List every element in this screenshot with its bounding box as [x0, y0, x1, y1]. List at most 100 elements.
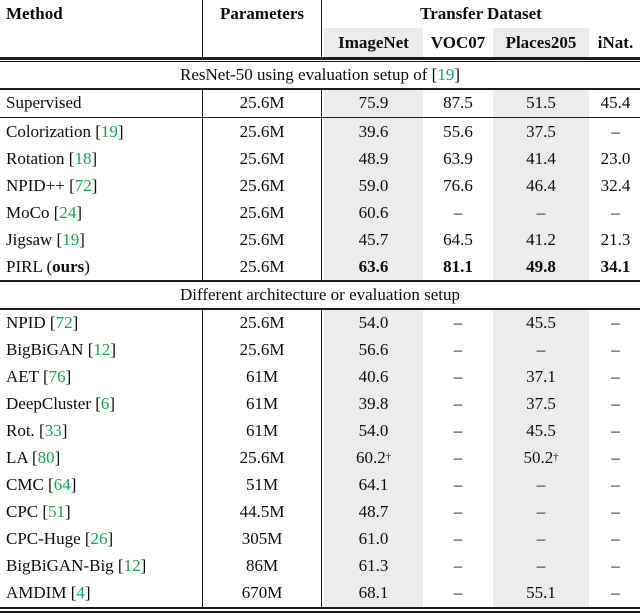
inat-value-cell: – — [611, 121, 620, 141]
table-row: LA [80] 25.6M 60.2 † –50.2 † – — [0, 444, 640, 472]
col-header-method: Method — [0, 0, 203, 28]
text-span: ] — [76, 202, 83, 222]
places205-value-cell: – — [491, 471, 591, 499]
inat-value-cell: – — [611, 475, 620, 494]
inat-value-cell: – — [611, 394, 620, 413]
parameters-cell: 25.6M — [203, 444, 322, 472]
parameters-cell: 25.6M — [203, 118, 322, 145]
method-cell: CPC-Huge [26] — [0, 525, 203, 553]
places205-value-cell: 45.5 — [491, 309, 591, 337]
table-row: Jigsaw [19] 25.6M 45.7 64.5 41.2 21.3 — [0, 226, 640, 253]
text-span: ] — [454, 65, 460, 84]
parameters-cell: 25.6M — [203, 336, 322, 364]
parameters-cell: 86M — [203, 552, 322, 580]
citation-link[interactable]: 24 — [59, 202, 77, 222]
parameters-cell: 61M — [203, 417, 322, 445]
voc07-value-cell: – — [453, 421, 463, 440]
citation-link[interactable]: 18 — [74, 148, 92, 168]
places205-value-cell: 37.1 — [491, 363, 591, 391]
imagenet-value-cell: 48.7 — [322, 498, 425, 526]
imagenet-value-cell: 60.2 † — [322, 444, 425, 472]
text-span: ours — [52, 256, 85, 276]
citation-link[interactable]: 19 — [437, 65, 455, 84]
citation-link[interactable]: 76 — [48, 367, 66, 386]
table-row: Colorization [19] 25.6M 39.6 55.6 37.5– — [0, 118, 640, 145]
voc07-value-cell: – — [453, 475, 463, 494]
text-span: LA [ — [6, 448, 38, 467]
citation-link[interactable]: 72 — [55, 313, 73, 332]
voc07-value-cell: 81.1 — [443, 256, 473, 276]
citation-link[interactable]: 33 — [44, 421, 62, 440]
text-span: Jigsaw [ — [6, 229, 63, 249]
table-row: NPID++ [72] 25.6M 59.0 76.6 46.4 32.4 — [0, 172, 640, 199]
imagenet-value-cell: 68.1 — [322, 579, 425, 607]
table-row: BigBiGAN-Big [12] 86M 61.3– – – — [0, 552, 640, 580]
citation-link[interactable]: 26 — [90, 529, 108, 548]
text-span: ResNet-50 using evaluation setup of [ — [180, 65, 438, 84]
text-span: ] — [117, 121, 124, 141]
imagenet-value-cell: 64.1 — [322, 471, 425, 499]
citation-link[interactable]: 51 — [48, 502, 66, 521]
places205-value-cell: – — [491, 498, 591, 526]
method-cell: AMDIM [4] — [0, 579, 203, 607]
imagenet-value-cell: 59.0 — [322, 172, 425, 199]
text-span: PIRL ( — [6, 256, 53, 276]
imagenet-value-cell: 45.7 — [322, 226, 425, 253]
col-header-imagenet: ImageNet — [322, 28, 425, 57]
citation-link[interactable]: 12 — [123, 556, 141, 575]
imagenet-value-cell: 54.0 — [322, 417, 425, 445]
citation-link[interactable]: 4 — [76, 583, 85, 602]
imagenet-value-cell: 63.6 — [322, 253, 425, 280]
text-span: ] — [54, 448, 61, 467]
text-span: NPID [ — [6, 313, 56, 332]
citation-link[interactable]: 6 — [100, 394, 110, 413]
table-row: Supervised 25.6M 75.9 87.5 51.5 45.4 — [0, 89, 640, 117]
voc07-value-cell: – — [453, 448, 463, 467]
imagenet-value-cell: 48.9 — [322, 145, 425, 172]
table-row: CPC [51] 44.5M 48.7– – – — [0, 498, 640, 526]
citation-link[interactable]: 64 — [53, 475, 71, 494]
table-row: MoCo [24] 25.6M 60.6– – – — [0, 199, 640, 226]
method-cell: MoCo [24] — [0, 199, 203, 226]
inat-value-cell: – — [611, 340, 620, 359]
voc07-value-cell: – — [453, 367, 463, 386]
parameters-cell: 25.6M — [203, 172, 322, 199]
places205-value-cell: 51.5 — [491, 89, 591, 117]
text-span: ] — [65, 367, 72, 386]
places205-value-cell: 37.5 — [491, 390, 591, 418]
text-span: ] — [91, 148, 98, 168]
parameters-cell: 25.6M — [203, 226, 322, 253]
inat-value-cell: 34.1 — [600, 256, 631, 276]
table-row: CMC [64] 51M 64.1– – – — [0, 471, 640, 499]
text-span: ] — [110, 340, 117, 359]
method-cell: CMC [64] — [0, 471, 203, 499]
citation-link[interactable]: 80 — [37, 448, 55, 467]
voc07-value-cell: – — [453, 202, 463, 222]
inat-value-cell: – — [611, 556, 620, 575]
table-row: CPC-Huge [26] 305M 61.0– – – — [0, 525, 640, 553]
text-span: ] — [61, 421, 68, 440]
citation-link[interactable]: 19 — [62, 229, 80, 249]
voc07-value-cell: 76.6 — [443, 175, 473, 195]
inat-value-cell: – — [611, 202, 620, 222]
citation-link[interactable]: 72 — [74, 175, 92, 195]
imagenet-value-cell: 39.8 — [322, 390, 425, 418]
col-header-transfer-dataset: Transfer Dataset — [420, 4, 542, 23]
imagenet-value-cell: 75.9 — [322, 89, 425, 117]
places205-value-cell: – — [491, 525, 591, 553]
inat-value-cell: 32.4 — [600, 175, 631, 195]
places205-value-cell: 37.5 — [491, 118, 591, 145]
text-span: ] — [107, 529, 114, 548]
table-row: AMDIM [4] 670M 68.1–55.1– — [0, 579, 640, 607]
method-cell: LA [80] — [0, 444, 203, 472]
imagenet-value-cell: 40.6 — [322, 363, 425, 391]
table-row: Rot. [33] 61M 54.0–45.5– — [0, 417, 640, 445]
citation-link[interactable]: 12 — [93, 340, 111, 359]
col-header-voc07: VOC07 — [430, 32, 486, 52]
text-span: Colorization [ — [6, 121, 101, 141]
text-span: ] — [84, 583, 91, 602]
places205-value-cell: 41.4 — [491, 145, 591, 172]
inat-value-cell: 23.0 — [600, 148, 631, 168]
citation-link[interactable]: 19 — [100, 121, 118, 141]
places205-value-cell: 41.2 — [491, 226, 591, 253]
